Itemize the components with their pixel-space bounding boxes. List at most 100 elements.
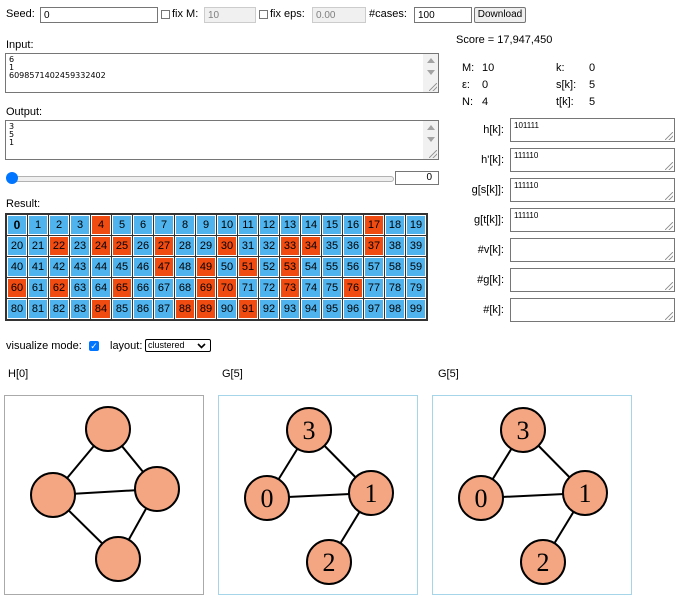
result-cell[interactable]: 82 bbox=[49, 299, 69, 319]
result-cell[interactable]: 96 bbox=[343, 299, 363, 319]
result-cell[interactable]: 48 bbox=[175, 257, 195, 277]
result-cell[interactable]: 74 bbox=[301, 278, 321, 298]
result-cell[interactable]: 60 bbox=[7, 278, 27, 298]
result-cell[interactable]: 87 bbox=[154, 299, 174, 319]
result-cell[interactable]: 15 bbox=[322, 215, 342, 235]
result-cell[interactable]: 19 bbox=[406, 215, 426, 235]
result-cell[interactable]: 18 bbox=[385, 215, 405, 235]
result-cell[interactable]: 13 bbox=[280, 215, 300, 235]
resize-grip-icon[interactable] bbox=[665, 252, 673, 260]
scroll-down-icon[interactable] bbox=[427, 70, 435, 75]
resize-grip-icon[interactable] bbox=[665, 192, 673, 200]
result-cell[interactable]: 9 bbox=[196, 215, 216, 235]
scroll-up-icon[interactable] bbox=[427, 58, 435, 63]
turn-value[interactable]: 0 bbox=[395, 171, 439, 185]
result-cell[interactable]: 93 bbox=[280, 299, 300, 319]
result-cell[interactable]: 5 bbox=[112, 215, 132, 235]
output-scrollbar[interactable] bbox=[423, 121, 438, 159]
result-cell[interactable]: 84 bbox=[91, 299, 111, 319]
result-cell[interactable]: 4 bbox=[91, 215, 111, 235]
result-cell[interactable]: 70 bbox=[217, 278, 237, 298]
result-cell[interactable]: 17 bbox=[364, 215, 384, 235]
result-cell[interactable]: 22 bbox=[49, 236, 69, 256]
result-cell[interactable]: 23 bbox=[70, 236, 90, 256]
result-cell[interactable]: 29 bbox=[196, 236, 216, 256]
result-cell[interactable]: 52 bbox=[259, 257, 279, 277]
result-cell[interactable]: 8 bbox=[175, 215, 195, 235]
result-cell[interactable]: 39 bbox=[406, 236, 426, 256]
result-cell[interactable]: 68 bbox=[175, 278, 195, 298]
result-cell[interactable]: 38 bbox=[385, 236, 405, 256]
result-cell[interactable]: 61 bbox=[28, 278, 48, 298]
field-textarea[interactable]: 111110 bbox=[510, 178, 675, 202]
result-cell[interactable]: 34 bbox=[301, 236, 321, 256]
result-cell[interactable]: 57 bbox=[364, 257, 384, 277]
field-textarea[interactable] bbox=[510, 298, 675, 322]
result-cell[interactable]: 45 bbox=[112, 257, 132, 277]
result-cell[interactable]: 97 bbox=[364, 299, 384, 319]
input-scrollbar[interactable] bbox=[423, 54, 438, 92]
result-cell[interactable]: 65 bbox=[112, 278, 132, 298]
result-cell[interactable]: 75 bbox=[322, 278, 342, 298]
result-cell[interactable]: 28 bbox=[175, 236, 195, 256]
input-textarea[interactable]: 6 1 6098571402459332402 bbox=[5, 53, 439, 93]
fix-m-input[interactable] bbox=[204, 7, 256, 23]
result-cell[interactable]: 53 bbox=[280, 257, 300, 277]
resize-grip-icon[interactable] bbox=[665, 132, 673, 140]
result-cell[interactable]: 41 bbox=[28, 257, 48, 277]
result-cell[interactable]: 30 bbox=[217, 236, 237, 256]
layout-select[interactable]: clustered bbox=[145, 339, 211, 352]
seed-input[interactable] bbox=[40, 7, 158, 23]
result-cell[interactable]: 69 bbox=[196, 278, 216, 298]
resize-grip-icon[interactable] bbox=[429, 83, 437, 91]
field-textarea[interactable] bbox=[510, 268, 675, 292]
result-cell[interactable]: 90 bbox=[217, 299, 237, 319]
result-cell[interactable]: 43 bbox=[70, 257, 90, 277]
result-cell[interactable]: 81 bbox=[28, 299, 48, 319]
fix-eps-input[interactable] bbox=[312, 7, 366, 23]
result-cell[interactable]: 58 bbox=[385, 257, 405, 277]
result-cell[interactable]: 33 bbox=[280, 236, 300, 256]
result-cell[interactable]: 73 bbox=[280, 278, 300, 298]
result-cell[interactable]: 51 bbox=[238, 257, 258, 277]
result-cell[interactable]: 16 bbox=[343, 215, 363, 235]
resize-grip-icon[interactable] bbox=[665, 312, 673, 320]
result-cell[interactable]: 1 bbox=[28, 215, 48, 235]
result-cell[interactable]: 62 bbox=[49, 278, 69, 298]
field-textarea[interactable]: 101111 bbox=[510, 118, 675, 142]
result-cell[interactable]: 31 bbox=[238, 236, 258, 256]
result-cell[interactable]: 12 bbox=[259, 215, 279, 235]
result-cell[interactable]: 98 bbox=[385, 299, 405, 319]
result-cell[interactable]: 46 bbox=[133, 257, 153, 277]
result-cell[interactable]: 20 bbox=[7, 236, 27, 256]
result-cell[interactable]: 92 bbox=[259, 299, 279, 319]
result-cell[interactable]: 10 bbox=[217, 215, 237, 235]
result-cell[interactable]: 76 bbox=[343, 278, 363, 298]
result-cell[interactable]: 3 bbox=[70, 215, 90, 235]
result-cell[interactable]: 88 bbox=[175, 299, 195, 319]
result-cell[interactable]: 59 bbox=[406, 257, 426, 277]
result-cell[interactable]: 42 bbox=[49, 257, 69, 277]
result-cell[interactable]: 2 bbox=[49, 215, 69, 235]
result-cell[interactable]: 36 bbox=[343, 236, 363, 256]
resize-grip-icon[interactable] bbox=[665, 282, 673, 290]
visualize-mode-checkbox[interactable]: ✓ bbox=[89, 341, 99, 351]
result-cell[interactable]: 63 bbox=[70, 278, 90, 298]
result-cell[interactable]: 26 bbox=[133, 236, 153, 256]
result-cell[interactable]: 50 bbox=[217, 257, 237, 277]
result-cell[interactable]: 32 bbox=[259, 236, 279, 256]
result-cell[interactable]: 24 bbox=[91, 236, 111, 256]
result-cell[interactable]: 78 bbox=[385, 278, 405, 298]
result-cell[interactable]: 66 bbox=[133, 278, 153, 298]
result-cell[interactable]: 91 bbox=[238, 299, 258, 319]
scroll-up-icon[interactable] bbox=[427, 125, 435, 130]
result-cell[interactable]: 55 bbox=[322, 257, 342, 277]
result-cell[interactable]: 83 bbox=[70, 299, 90, 319]
fix-m-checkbox[interactable] bbox=[161, 10, 170, 19]
scroll-down-icon[interactable] bbox=[427, 137, 435, 142]
result-cell[interactable]: 49 bbox=[196, 257, 216, 277]
result-cell[interactable]: 67 bbox=[154, 278, 174, 298]
result-cell[interactable]: 0 bbox=[7, 215, 27, 235]
result-cell[interactable]: 77 bbox=[364, 278, 384, 298]
result-cell[interactable]: 89 bbox=[196, 299, 216, 319]
